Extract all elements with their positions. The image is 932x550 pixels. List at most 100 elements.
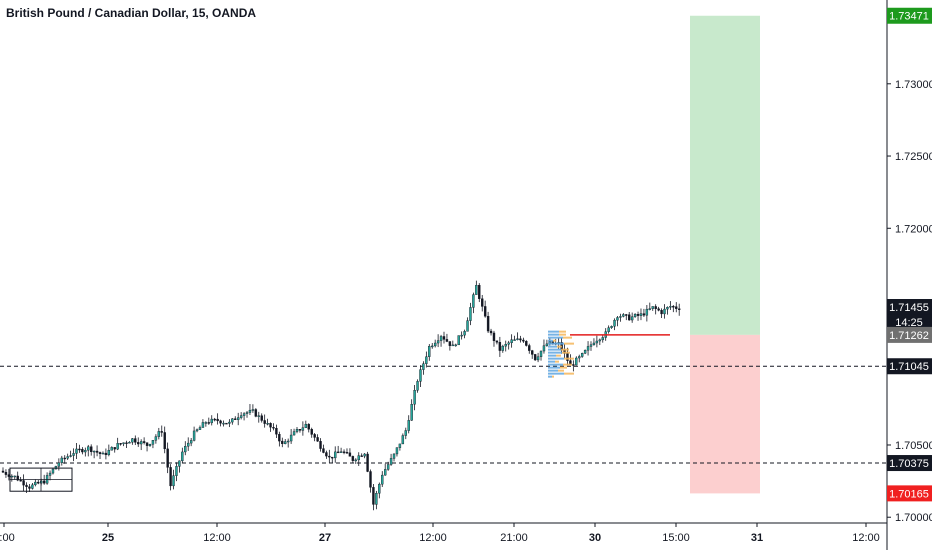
candle — [281, 437, 284, 448]
candle — [533, 353, 537, 361]
candle — [60, 455, 63, 466]
candle — [213, 417, 216, 422]
candle-body — [310, 429, 313, 435]
candle-body — [204, 422, 208, 424]
candle — [34, 479, 37, 487]
candle — [251, 404, 255, 413]
candle-body — [1, 470, 5, 473]
candle — [107, 444, 111, 457]
candle — [119, 442, 122, 446]
price-tag: 1.71045 — [887, 358, 932, 375]
price-tag-bg — [887, 326, 932, 343]
candle — [31, 483, 34, 490]
candle — [469, 302, 472, 326]
candle — [572, 360, 575, 372]
candle — [457, 335, 460, 346]
candle — [242, 412, 246, 421]
candle-body — [525, 341, 528, 346]
price-tag: 1.70165 — [887, 485, 932, 502]
candle — [642, 308, 646, 317]
horizontal-lines-layer — [0, 365, 887, 464]
candle — [342, 449, 346, 455]
candle-body — [75, 448, 78, 454]
candle — [486, 311, 490, 333]
candle — [269, 422, 272, 432]
candle — [369, 469, 372, 493]
candle — [263, 414, 266, 428]
candle — [501, 344, 504, 353]
candle-body — [201, 422, 205, 428]
candle — [48, 470, 52, 481]
candle-body — [392, 453, 396, 459]
candle-body — [275, 428, 278, 435]
volume-bar — [548, 330, 559, 333]
candle-body — [92, 450, 96, 453]
candle — [172, 469, 175, 490]
candle — [610, 325, 613, 329]
profit-zone-layer — [690, 15, 760, 494]
candle-body — [225, 422, 228, 425]
candle-body — [228, 421, 231, 424]
candle-body — [648, 308, 651, 310]
price-tag-label: 1.70165 — [889, 488, 929, 500]
volume-bar — [553, 339, 556, 342]
candle-body — [381, 474, 384, 485]
candle-body — [454, 344, 457, 347]
candle-body — [104, 452, 108, 456]
x-tick-label: 27 — [319, 532, 331, 544]
candle-body — [425, 356, 428, 364]
candle-body — [495, 340, 499, 343]
candle-body — [531, 350, 534, 355]
candle-body — [448, 341, 452, 346]
candle — [563, 344, 566, 359]
candle-body — [222, 422, 225, 425]
candle — [586, 341, 590, 356]
candle-body — [678, 308, 681, 310]
candle — [498, 336, 502, 357]
candle-body — [289, 434, 293, 442]
candle — [84, 447, 87, 457]
candle-body — [210, 418, 213, 424]
candle-body — [489, 330, 493, 334]
candle-body — [22, 480, 25, 486]
candle — [225, 422, 228, 425]
candle-body — [95, 450, 99, 453]
candle — [163, 426, 166, 454]
candle — [148, 443, 152, 447]
candle-body — [331, 456, 334, 459]
candle-body — [119, 443, 122, 445]
candle — [398, 443, 402, 451]
volume-profile-layer — [548, 330, 574, 378]
price-tag: 14:25 — [887, 314, 932, 331]
candle-body — [536, 356, 540, 361]
candle-body — [401, 435, 405, 445]
candle — [528, 343, 531, 354]
candle — [301, 421, 305, 436]
candle-body — [666, 307, 669, 310]
candle-body — [578, 356, 581, 359]
candle-body — [142, 441, 146, 443]
candle-body — [483, 306, 487, 317]
volume-bar — [548, 333, 559, 336]
candle-body — [539, 350, 543, 357]
volume-bar — [558, 369, 564, 372]
candle — [304, 420, 308, 429]
candle-body — [657, 308, 660, 311]
candle-body — [160, 431, 163, 433]
candle — [37, 479, 40, 485]
candle-body — [151, 439, 155, 445]
candle-body — [195, 429, 199, 432]
candle — [672, 305, 675, 313]
candle — [607, 325, 610, 334]
candle — [310, 427, 313, 438]
candle — [522, 337, 525, 343]
candle-body — [492, 332, 496, 341]
candle-body — [207, 422, 211, 424]
candle — [433, 339, 437, 348]
candle-body — [192, 430, 196, 441]
candle-body — [610, 326, 613, 328]
candle-body — [616, 317, 619, 321]
candle — [175, 462, 178, 482]
price-tag: 1.71455 — [887, 299, 932, 316]
